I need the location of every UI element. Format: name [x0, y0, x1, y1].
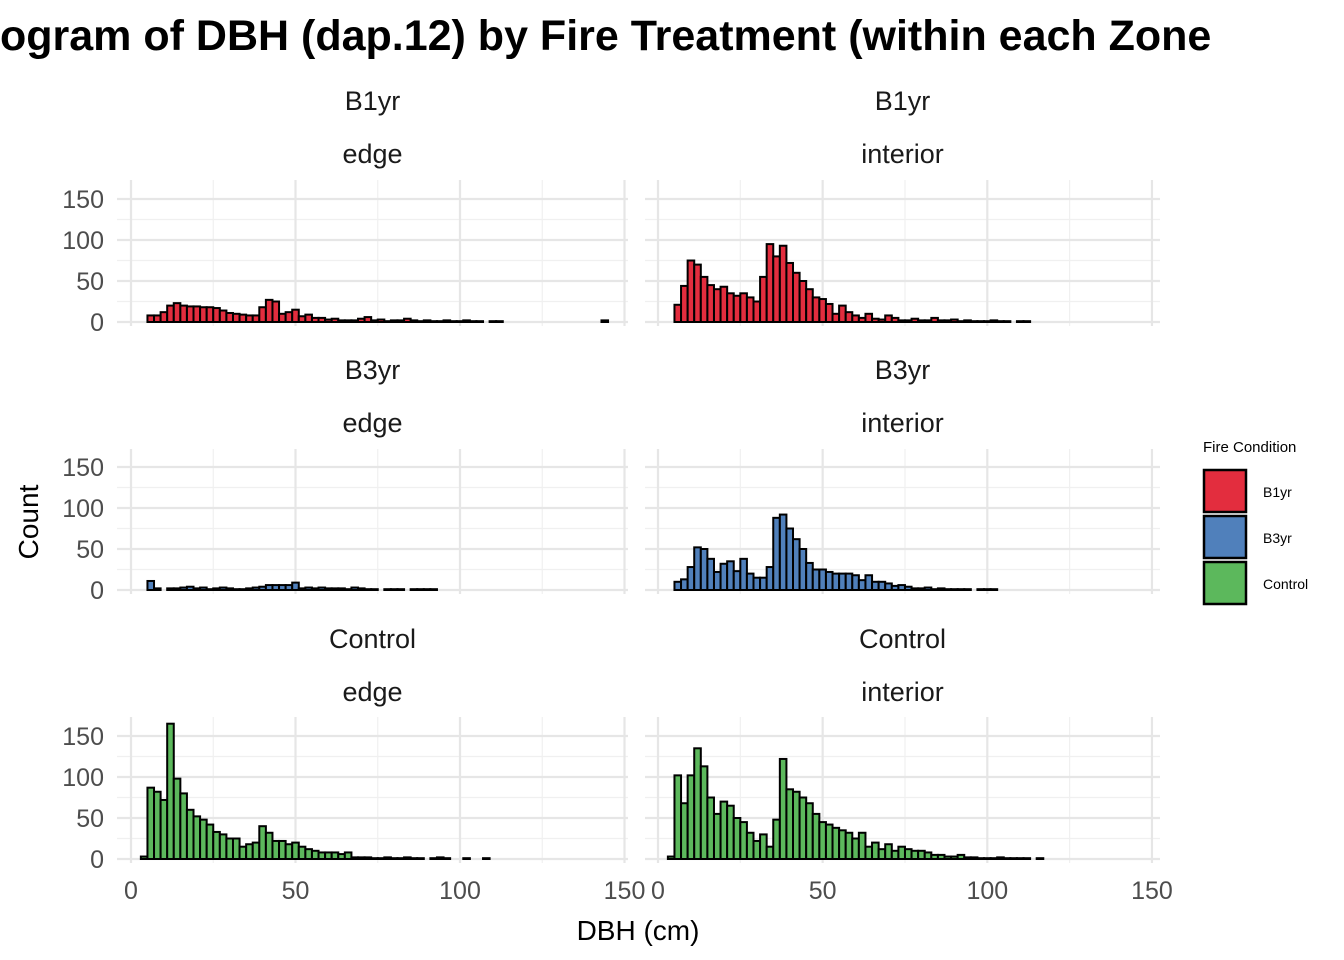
strip-label-treatment: B1yr [875, 86, 931, 116]
x-axis-title: DBH (cm) [577, 915, 700, 946]
facet-panel-control-interior: Control interior [645, 624, 1160, 863]
facet-panel-b3yr-edge: B3yr edge [117, 355, 628, 594]
strip-label-treatment: B3yr [345, 355, 401, 385]
y-tick-label: 150 [62, 454, 104, 482]
legend: Fire Condition B1yr B3yr Control [1202, 439, 1308, 606]
strip-label-treatment: B3yr [875, 355, 931, 385]
chart-title: ogram of DBH (dap.12) by Fire Treatment … [0, 12, 1211, 60]
y-tick-label: 50 [76, 536, 104, 564]
histogram-bar [462, 857, 471, 860]
x-tick-label: 150 [1131, 877, 1173, 905]
histogram-bar [153, 587, 162, 591]
legend-key-control [1202, 560, 1248, 606]
legend-key-b1yr [1202, 468, 1248, 514]
histogram-bar [343, 851, 353, 861]
x-tick-label: 0 [651, 877, 665, 905]
x-tick-label: 100 [966, 877, 1008, 905]
histogram-bar [495, 320, 504, 323]
histogram-bar [1002, 320, 1012, 323]
histogram-bar [963, 588, 972, 591]
histogram-bar [370, 588, 379, 591]
facet-panels: B1yr edge B1yr interior B3yr edge B3yr interior… [117, 86, 1160, 863]
y-tick-label: 150 [62, 723, 104, 751]
facet-panel-b1yr-edge: B1yr edge [117, 86, 628, 326]
facet-panel-b1yr-interior: B1yr interior [645, 86, 1160, 326]
strip-label-zone: edge [342, 408, 402, 438]
histogram-bar [396, 588, 406, 591]
histogram-bar [442, 857, 452, 860]
strip-label-treatment: B1yr [345, 86, 401, 116]
histogram-bar [271, 300, 281, 323]
strip-label-zone: interior [861, 139, 944, 169]
x-tick-label: 0 [124, 877, 138, 905]
x-tick-label: 50 [282, 877, 310, 905]
strip-label-zone: edge [342, 677, 402, 707]
histogram-bar [989, 588, 999, 591]
strip-label-zone: interior [861, 408, 944, 438]
y-tick-label: 100 [62, 227, 104, 255]
y-tick-label: 100 [62, 495, 104, 523]
histogram-bar [291, 581, 300, 591]
histogram-bar [416, 857, 425, 860]
y-axis-title: Count [13, 484, 44, 559]
y-tick-label: 100 [62, 764, 104, 792]
y-tick-label: 150 [62, 186, 104, 214]
histogram-bar [146, 579, 156, 591]
y-tick-label: 0 [90, 577, 104, 605]
legend-label: B3yr [1263, 530, 1292, 546]
y-tick-label: 50 [76, 805, 104, 833]
x-tick-label: 50 [809, 877, 837, 905]
histogram-bar [429, 588, 438, 591]
x-tick-label: 150 [604, 877, 646, 905]
facet-panel-control-edge: Control edge [117, 624, 628, 863]
strip-label-treatment: Control [329, 624, 416, 654]
strip-label-treatment: Control [859, 624, 946, 654]
strip-label-zone: interior [861, 677, 944, 707]
histogram-bar [1035, 857, 1045, 860]
histogram-bar [475, 320, 485, 323]
x-tick-label: 100 [439, 877, 481, 905]
y-tick-label: 50 [76, 268, 104, 296]
histogram-bar [482, 857, 491, 860]
histogram-bar [1022, 857, 1032, 860]
histogram-bar [600, 319, 610, 323]
legend-label: B1yr [1263, 484, 1292, 500]
legend-key-b3yr [1202, 514, 1248, 560]
y-tick-label: 0 [90, 846, 104, 874]
legend-label: Control [1263, 576, 1308, 592]
facet-panel-b3yr-interior: B3yr interior [645, 355, 1160, 594]
histogram-bar [1022, 320, 1032, 323]
legend-title: Fire Condition [1203, 439, 1296, 456]
y-tick-label: 0 [90, 309, 104, 337]
strip-label-zone: edge [342, 139, 402, 169]
